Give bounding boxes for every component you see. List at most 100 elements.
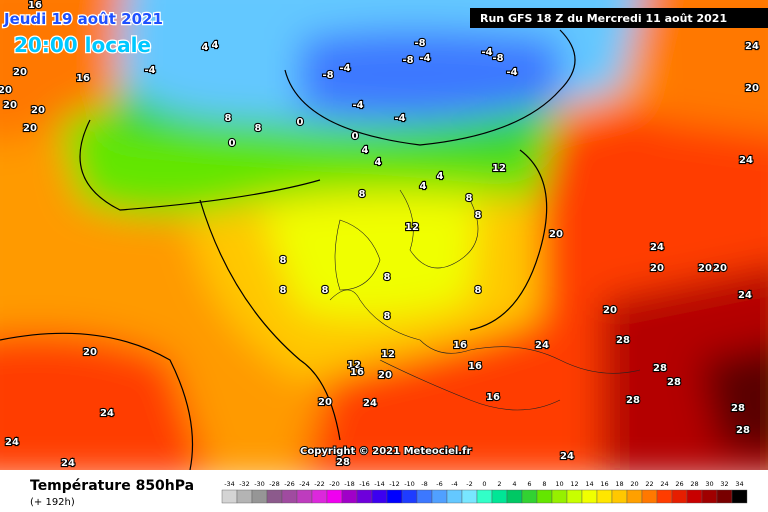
legend-label: -16 [359, 480, 370, 488]
legend-label: 6 [527, 480, 531, 488]
contour-label: 4 [437, 171, 444, 182]
legend-swatch [356, 489, 373, 504]
contour-label: -4 [506, 67, 517, 78]
contour-label: 8 [225, 113, 232, 124]
legend-label: -28 [269, 480, 280, 488]
contour-label: 24 [650, 242, 664, 253]
contour-label: 20 [318, 397, 332, 408]
contour-label: 28 [667, 377, 681, 388]
forecast-date: Jeudi 19 août 2021 [3, 10, 163, 28]
legend-label: -18 [344, 480, 355, 488]
contour-label: 8 [475, 285, 482, 296]
contour-label: 24 [738, 290, 752, 301]
legend-swatch [611, 489, 628, 504]
legend-label: 14 [585, 480, 593, 488]
legend-swatch [221, 489, 238, 504]
legend-swatch [341, 489, 358, 504]
contour-label: 12 [405, 222, 419, 233]
legend-swatch [701, 489, 718, 504]
contour-label: 12 [492, 163, 506, 174]
legend-swatch [641, 489, 658, 504]
legend-swatch [656, 489, 673, 504]
contour-label: 4 [420, 181, 427, 192]
legend-swatch [551, 489, 568, 504]
legend-label: -12 [389, 480, 400, 488]
contour-label: 24 [745, 41, 759, 52]
legend-swatch [281, 489, 298, 504]
legend-label: 0 [482, 480, 486, 488]
contour-label: 20 [698, 263, 712, 274]
legend-swatch [326, 489, 343, 504]
contour-label: 8 [475, 210, 482, 221]
legend-label: -30 [254, 480, 265, 488]
contour-label: 28 [731, 403, 745, 414]
legend-label: -24 [299, 480, 310, 488]
contour-label: 24 [560, 451, 574, 462]
legend-swatch [296, 489, 313, 504]
contour-label: -4 [419, 53, 430, 64]
contour-label: 0 [297, 117, 304, 128]
run-info: Run GFS 18 Z du Mercredi 11 août 2021 [480, 12, 727, 25]
contour-label: 12 [381, 349, 395, 360]
contour-label: 20 [0, 85, 12, 96]
contour-label: 4 [375, 157, 382, 168]
contour-label: 4 [202, 42, 209, 53]
contour-label: -8 [402, 55, 413, 66]
legend-swatch [671, 489, 688, 504]
legend-swatch [581, 489, 598, 504]
legend-label: 28 [690, 480, 698, 488]
contour-label: 28 [653, 363, 667, 374]
legend-label: -4 [451, 480, 457, 488]
contour-label: -4 [481, 47, 492, 58]
contour-label: -8 [322, 70, 333, 81]
legend-swatch [521, 489, 538, 504]
legend-label: -26 [284, 480, 295, 488]
contour-label: 28 [736, 425, 750, 436]
legend-label: -10 [404, 480, 415, 488]
contour-label: 4 [362, 145, 369, 156]
legend-label: 26 [675, 480, 683, 488]
copyright: Copyright © 2021 Meteociel.fr [300, 446, 471, 457]
legend-label: 8 [542, 480, 546, 488]
contour-label: -4 [339, 63, 350, 74]
contour-label: 12 [347, 360, 361, 371]
contour-label: 16 [76, 73, 90, 84]
legend-label: -22 [314, 480, 325, 488]
contour-label: 16 [468, 361, 482, 372]
contour-label: -4 [144, 65, 155, 76]
contour-label: 20 [549, 229, 563, 240]
contour-label: 20 [713, 263, 727, 274]
contour-label: 24 [100, 408, 114, 419]
legend-swatch [566, 489, 583, 504]
legend-label: 34 [735, 480, 743, 488]
contour-label: 20 [23, 123, 37, 134]
forecast-time: 20:00 locale [14, 33, 151, 57]
legend-label: 2 [497, 480, 501, 488]
contour-label: 8 [322, 285, 329, 296]
map-title: Température 850hPa [30, 478, 194, 494]
contour-label: 20 [603, 305, 617, 316]
contour-label: 20 [83, 347, 97, 358]
contour-label: 20 [13, 67, 27, 78]
legend-swatch [236, 489, 253, 504]
contour-label: 4 [212, 40, 219, 51]
legend-label: -34 [224, 480, 235, 488]
contour-label: 16 [350, 367, 364, 378]
legend-label: 10 [555, 480, 563, 488]
contour-label: 28 [336, 457, 350, 468]
legend-swatch [716, 489, 733, 504]
contour-label: 24 [535, 340, 549, 351]
contour-label: -8 [414, 38, 425, 49]
legend-swatch [536, 489, 553, 504]
contour-label: 20 [650, 263, 664, 274]
legend-swatch [386, 489, 403, 504]
contour-label: 20 [31, 105, 45, 116]
contour-label: -4 [394, 113, 405, 124]
legend-swatch [596, 489, 613, 504]
contour-label: 0 [352, 131, 359, 142]
contour-label: 24 [363, 398, 377, 409]
legend-label: -6 [436, 480, 442, 488]
legend-label: 32 [720, 480, 728, 488]
contour-label: 16 [486, 392, 500, 403]
